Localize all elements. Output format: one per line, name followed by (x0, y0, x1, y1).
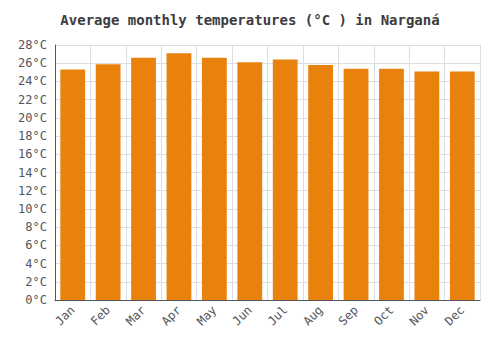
svg-text:12°C: 12°C (18, 184, 47, 198)
svg-text:10°C: 10°C (18, 202, 47, 216)
svg-text:Nov: Nov (407, 303, 432, 328)
svg-text:Apr: Apr (159, 303, 184, 328)
svg-text:Mar: Mar (123, 303, 148, 328)
svg-text:Feb: Feb (88, 303, 113, 328)
svg-text:14°C: 14°C (18, 166, 47, 180)
svg-text:Average monthly temperatures (: Average monthly temperatures (°C ) in Na… (60, 12, 439, 28)
svg-text:28°C: 28°C (18, 38, 47, 52)
svg-text:Jun: Jun (230, 303, 255, 328)
svg-text:16°C: 16°C (18, 147, 47, 161)
svg-text:22°C: 22°C (18, 93, 47, 107)
svg-text:Oct: Oct (371, 303, 396, 328)
svg-text:Aug: Aug (300, 303, 325, 328)
svg-text:26°C: 26°C (18, 56, 47, 70)
svg-text:8°C: 8°C (25, 220, 47, 234)
svg-text:24°C: 24°C (18, 74, 47, 88)
svg-text:Jul: Jul (265, 303, 290, 328)
svg-text:4°C: 4°C (25, 257, 47, 271)
svg-text:6°C: 6°C (25, 238, 47, 252)
svg-text:0°C: 0°C (25, 293, 47, 307)
svg-text:2°C: 2°C (25, 275, 47, 289)
svg-text:18°C: 18°C (18, 129, 47, 143)
svg-text:Jan: Jan (52, 303, 77, 328)
svg-text:Sep: Sep (336, 303, 361, 328)
svg-text:Dec: Dec (442, 303, 467, 328)
svg-text:20°C: 20°C (18, 111, 47, 125)
svg-text:May: May (194, 303, 219, 328)
